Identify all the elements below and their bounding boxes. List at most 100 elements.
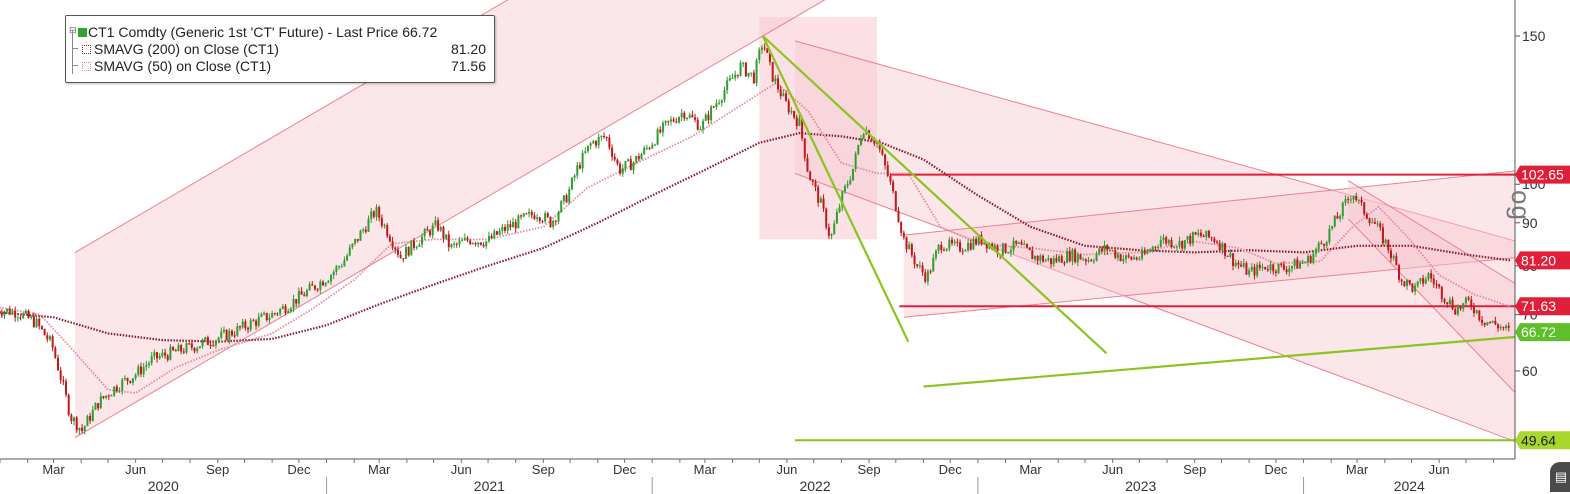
candle-body [1349,199,1352,201]
candle-body [611,147,614,157]
candle-body [97,403,100,409]
candle-body [1360,199,1363,203]
candle-body [1266,269,1269,271]
candle-body [65,381,68,395]
price-tag-label: 66.72 [1521,324,1556,340]
candle-body [1462,303,1465,309]
candle-body [653,144,656,146]
candle-body [894,191,897,211]
candle-body [105,395,108,398]
candle-body [142,366,145,375]
candle-body [19,317,22,319]
candle-body [1497,324,1500,329]
x-month-label: Mar [368,462,391,477]
candle-body [1285,269,1288,273]
candle-body [787,100,790,113]
candle-body [926,271,929,282]
candle-body [809,171,812,181]
x-month-label: Sep [857,462,880,477]
price-tag-box [1515,297,1570,316]
candle-body [1315,248,1318,254]
candle-body [292,299,295,309]
candle-body [924,272,927,282]
candle-body [335,266,338,272]
candle-body [1111,250,1114,252]
candle-body [811,180,814,182]
candle-body [546,213,549,217]
candle-body [158,355,161,359]
candle-body [734,74,737,78]
candle-body [648,147,651,149]
candle-body [206,337,209,345]
candle-body [774,78,777,82]
candle-body [431,225,434,236]
candle-body [801,118,804,139]
candle-body [265,312,268,321]
candle-body [793,111,796,118]
candle-body [1175,246,1178,248]
candle-body [1448,299,1451,305]
candle-body [394,247,397,250]
candle-body [1387,239,1390,251]
candle-body [1280,263,1283,265]
candle-body [1001,243,1004,256]
candle-body [1114,250,1117,258]
candle-body [1058,256,1061,262]
price-tag-box [1515,251,1570,270]
candle-body [201,340,204,347]
candle-body [1090,260,1093,262]
candle-body [273,313,276,315]
candle-body [1242,263,1245,267]
candle-body [838,207,841,212]
candle-body [370,211,373,219]
candle-body [934,250,937,258]
candle-body [621,168,624,174]
candle-body [1323,243,1326,246]
candle-body [967,242,970,251]
candle-body [46,335,49,340]
candle-body [1215,241,1218,243]
candle-body [214,340,217,346]
candle-body [900,222,903,233]
candle-body [1245,263,1248,275]
x-month-label: Jun [451,462,472,477]
candle-body [785,93,788,101]
candle-body [1076,254,1079,263]
candle-body [166,355,169,360]
candle-body [889,175,892,182]
candle-body [1119,254,1122,262]
candle-body [434,220,437,226]
candle-body [707,114,710,121]
candle-body [1432,278,1435,285]
candle-body [736,74,739,76]
candle-body [466,237,469,241]
candle-body [1339,216,1342,219]
candle-body [1146,251,1149,254]
candle-body [1301,262,1304,264]
candle-body [624,161,627,169]
candle-body [485,241,488,247]
candle-body [455,243,458,245]
candle-body [220,331,223,338]
candle-body [1229,253,1232,257]
candle-body [993,245,996,250]
candle-body [691,114,694,118]
candle-body [806,157,809,172]
candle-body [830,234,833,236]
candle-body [421,236,424,245]
candle-body [843,186,846,192]
candle-body [1446,302,1449,305]
candle-body [177,344,180,352]
candle-body [961,251,964,253]
candle-body [249,320,252,330]
candle-body [522,213,525,217]
candle-body [402,258,405,260]
candle-body [549,216,552,227]
candle-body [560,201,563,213]
candle-body [1309,256,1312,263]
chart-menu-icon[interactable]: ▤ [1550,462,1570,492]
candle-body [782,93,785,97]
candle-body [1261,266,1264,268]
candle-body [129,380,132,383]
candle-body [321,281,324,286]
